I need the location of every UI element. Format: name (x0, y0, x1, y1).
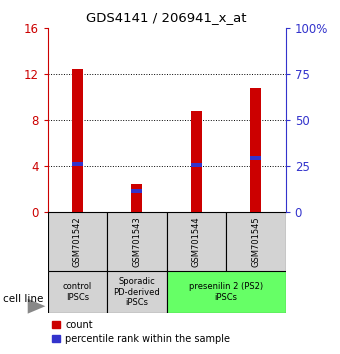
Bar (191, 163, 202, 167)
Text: presenilin 2 (PS2)
iPSCs: presenilin 2 (PS2) iPSCs (189, 282, 263, 302)
Bar (251, 88, 261, 212)
Text: GSM701545: GSM701545 (251, 216, 260, 267)
Bar (72, 162, 83, 166)
Bar (167, 212, 226, 271)
Bar (167, 271, 286, 313)
Text: control
IPSCs: control IPSCs (63, 282, 92, 302)
Bar (251, 156, 261, 160)
Text: GSM701544: GSM701544 (192, 216, 201, 267)
Bar (191, 111, 202, 212)
Text: Sporadic
PD-derived
iPSCs: Sporadic PD-derived iPSCs (114, 277, 160, 307)
Legend: count, percentile rank within the sample: count, percentile rank within the sample (52, 320, 230, 344)
Bar (132, 189, 142, 193)
Text: cell line: cell line (3, 294, 44, 304)
Bar (226, 212, 286, 271)
Bar (132, 184, 142, 212)
Polygon shape (28, 299, 46, 314)
Bar (107, 271, 167, 313)
Text: GSM701542: GSM701542 (73, 216, 82, 267)
Bar (48, 212, 107, 271)
Bar (48, 271, 107, 313)
Bar (107, 212, 167, 271)
Bar (72, 69, 83, 212)
Text: GSM701543: GSM701543 (132, 216, 141, 267)
Title: GDS4141 / 206941_x_at: GDS4141 / 206941_x_at (86, 11, 247, 24)
